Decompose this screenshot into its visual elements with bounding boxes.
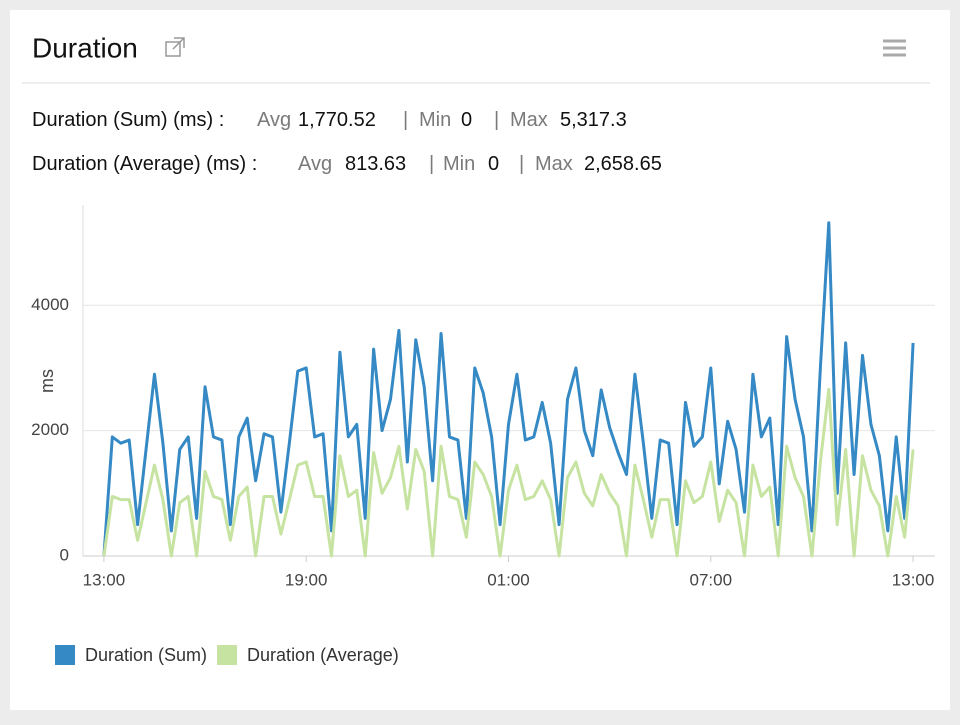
plot: 0 2000 4000 13:00 19:00 01:00 07:00 13:00 (31, 205, 935, 589)
stat-key: Min (443, 153, 475, 175)
legend-swatch (55, 645, 75, 665)
stat-value: 1,770.52 (298, 109, 376, 131)
x-tick-label: 19:00 (285, 570, 328, 589)
stats-row: Duration (Sum) (ms) : Avg 1,770.52 | Min… (32, 109, 627, 131)
open-link-icon[interactable] (165, 37, 185, 57)
stat-value: 5,317.3 (560, 109, 627, 131)
stat-value: 0 (461, 109, 472, 131)
stat-key: Min (419, 109, 451, 131)
legend-swatch (217, 645, 238, 665)
y-tick-label: 0 (60, 545, 69, 564)
card (10, 10, 950, 710)
stat-value: 0 (488, 153, 499, 175)
menu-icon[interactable] (883, 39, 906, 57)
line-series (102, 387, 915, 558)
stat-key: Avg (298, 153, 332, 175)
stat-label: Duration (Sum) (ms) : (32, 109, 224, 131)
stats-row: Duration (Average) (ms) : Avg 813.63 | M… (32, 153, 662, 175)
x-tick-label: 07:00 (690, 570, 733, 589)
y-tick-label: 4000 (31, 295, 69, 314)
x-tick-label: 01:00 (487, 570, 530, 589)
legend-label: Duration (Sum) (85, 645, 207, 665)
y-axis-label: ms (37, 369, 57, 393)
widget-title: Duration (32, 32, 138, 63)
legend-label: Duration (Average) (247, 645, 399, 665)
stat-label: Duration (Average) (ms) : (32, 153, 257, 175)
stat-value: 813.63 (345, 153, 406, 175)
stat-value: 2,658.65 (584, 153, 662, 175)
stat-key: Avg (257, 109, 291, 131)
stat-key: Max (510, 109, 548, 131)
x-tick-label: 13:00 (892, 570, 935, 589)
line-series (102, 221, 915, 557)
y-tick-label: 2000 (31, 420, 69, 439)
stat-key: Max (535, 153, 573, 175)
x-tick-label: 13:00 (83, 570, 126, 589)
